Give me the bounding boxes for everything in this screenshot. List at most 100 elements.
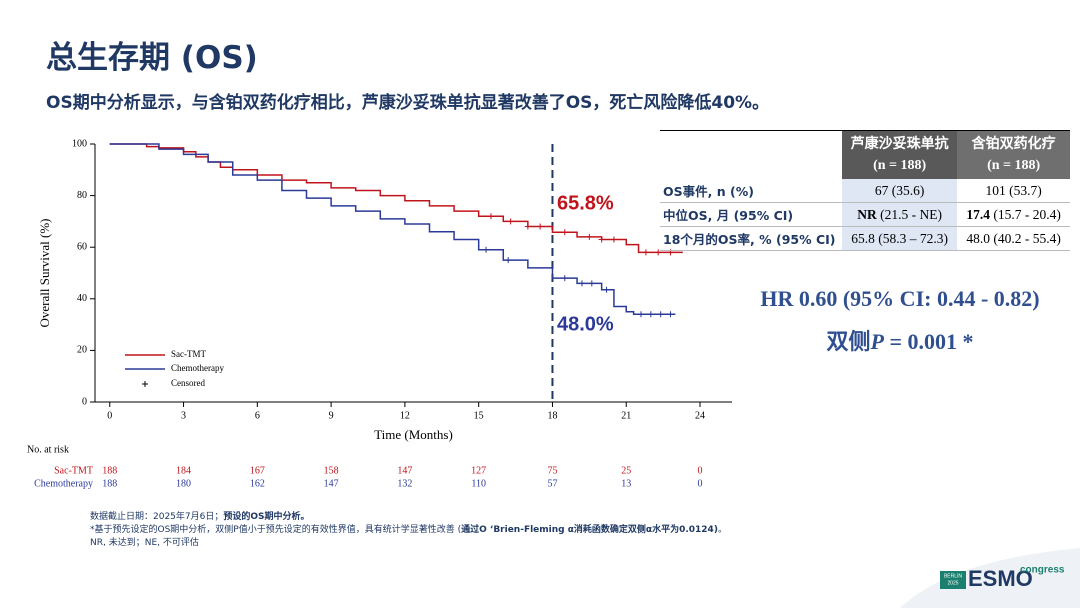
x-tick-label: 18 [547, 410, 557, 421]
p-value-part: P [870, 329, 884, 354]
censor-mark [667, 311, 674, 318]
column-name: 含铂双药化疗 [971, 136, 1056, 152]
footnote-line: *基于预先设定的OS期中分析，双侧P值小于预先设定的有效性界值，具有统计学显著性… [90, 524, 727, 537]
risk-title: No. at risk [27, 444, 69, 455]
table-cell: 67 (35.6) [842, 179, 958, 203]
x-tick-label: 15 [474, 410, 484, 421]
table-cell: 65.8 (58.3 – 72.3) [842, 226, 958, 251]
summary-table: 芦康沙妥珠单抗 (n = 188) 含铂双药化疗 (n = 188) OS事件, n (… [660, 130, 1070, 251]
risk-count: 188 [102, 465, 117, 476]
logo-year: 2025 [947, 580, 958, 586]
table-corner [660, 130, 842, 179]
risk-count: 147 [397, 465, 412, 476]
censor-mark [657, 311, 664, 318]
y-tick-label: 0 [82, 396, 87, 407]
column-n: (n = 188) [987, 158, 1041, 173]
table-header-row: 芦康沙妥珠单抗 (n = 188) 含铂双药化疗 (n = 188) [660, 130, 1070, 179]
risk-row-label: Sac-TMT [54, 465, 93, 476]
legend-label: Censored [171, 378, 205, 388]
slide-subtitle: OS期中分析显示，与含铂双药化疗相比，芦康沙妥珠单抗显著改善了OS，死亡风险降低… [46, 93, 770, 113]
censor-mark [642, 249, 649, 256]
censor-mark [578, 280, 585, 287]
footnote-text: 预设的OS期中分析。 [223, 512, 310, 522]
y-tick-label: 60 [77, 241, 87, 252]
footnote-text: 通过O ‘Brien-Fleming α消耗函数确定双侧α水平为0.0124) [461, 525, 718, 535]
censor-mark [638, 311, 644, 318]
censor-mark [483, 246, 490, 253]
risk-count: 162 [250, 478, 265, 489]
x-tick-label: 9 [329, 410, 334, 421]
column-n: (n = 188) [873, 158, 927, 173]
legend-label: Chemotherapy [171, 363, 224, 373]
logo-box [940, 571, 966, 589]
risk-count: 13 [621, 478, 631, 489]
table-row: 中位OS, 月 (95% CI) NR (21.5 - NE) 17.4 (15.7… [660, 202, 1070, 227]
censor-mark [487, 213, 494, 220]
column-header: 含铂双药化疗 (n = 188) [957, 130, 1070, 179]
censor-mark [610, 236, 617, 243]
logo-brand: ESMO [968, 566, 1033, 591]
table-cell: NR (21.5 - NE) [842, 202, 958, 227]
risk-count: 188 [102, 478, 117, 489]
risk-count: 57 [547, 478, 557, 489]
km-curve [109, 143, 683, 254]
cell-text: (15.7 - 20.4) [990, 206, 1061, 222]
censor-mark [561, 275, 568, 282]
x-tick-label: 0 [107, 410, 112, 421]
y-tick-label: 40 [77, 293, 87, 304]
table-cell: 48.0 (40.2 - 55.4) [957, 226, 1070, 251]
x-tick-label: 12 [400, 410, 410, 421]
footnotes: 数据截止日期：2025年7月6日；预设的OS期中分析。 *基于预先设定的OS期中分… [90, 511, 727, 550]
y-axis-label: Overall Survival (%) [37, 218, 52, 327]
censor-mark [655, 249, 662, 256]
footnote-line: NR, 未达到；NE, 不可评估 [90, 537, 727, 550]
table-row: OS事件, n (%) 67 (35.6) 101 (53.7) [660, 179, 1070, 203]
p-value-part: = 0.001 * [883, 329, 974, 354]
censor-mark [561, 229, 568, 236]
legend-censor-symbol [142, 381, 148, 387]
risk-count: 0 [698, 478, 703, 489]
risk-count: 132 [397, 478, 412, 489]
risk-count: 127 [471, 465, 486, 476]
censor-mark [537, 223, 544, 230]
risk-count: 184 [176, 465, 191, 476]
footnote-text: 。 [717, 525, 727, 535]
censor-mark [505, 257, 512, 264]
row-label: 18个月的OS率, % (95% CI) [660, 226, 842, 251]
x-tick-label: 21 [621, 410, 631, 421]
x-axis-label: Time (Months) [374, 427, 453, 442]
cell-text: NR [857, 206, 877, 222]
risk-count: 167 [250, 465, 265, 476]
risk-count: 158 [324, 465, 339, 476]
x-tick-label: 24 [695, 410, 705, 421]
slide-title: 总生存期 (OS) [46, 40, 258, 76]
row-label: 中位OS, 月 (95% CI) [660, 202, 842, 227]
x-tick-label: 3 [181, 410, 186, 421]
risk-count: 180 [176, 478, 191, 489]
p-value: 双侧P = 0.001 * [730, 324, 1070, 356]
p-value-part: 双侧 [826, 329, 871, 354]
cell-text: (21.5 - NE) [876, 206, 942, 222]
table-cell: 17.4 (15.7 - 20.4) [957, 202, 1070, 227]
censor-mark [598, 236, 605, 243]
column-name: 芦康沙妥珠单抗 [850, 136, 949, 152]
logo-swoosh [900, 548, 1080, 608]
risk-count: 75 [547, 465, 557, 476]
footnote-text: *基于预先设定的OS期中分析，双侧P值小于预先设定的有效性界值，具有统计学显著性… [90, 525, 462, 535]
censor-mark [507, 218, 514, 225]
y-tick-label: 20 [77, 345, 87, 356]
censor-mark [647, 311, 654, 318]
censor-mark [524, 223, 531, 230]
risk-count: 0 [698, 465, 703, 476]
x-tick-label: 6 [255, 410, 260, 421]
logo-city: BERLIN [944, 573, 962, 579]
censor-mark [588, 280, 595, 287]
risk-count: 147 [324, 478, 339, 489]
censor-mark [586, 233, 593, 240]
risk-count: 110 [471, 478, 486, 489]
table-cell: 101 (53.7) [957, 179, 1070, 203]
risk-row-label: Chemotherapy [34, 478, 93, 489]
column-header: 芦康沙妥珠单抗 (n = 188) [842, 130, 958, 179]
